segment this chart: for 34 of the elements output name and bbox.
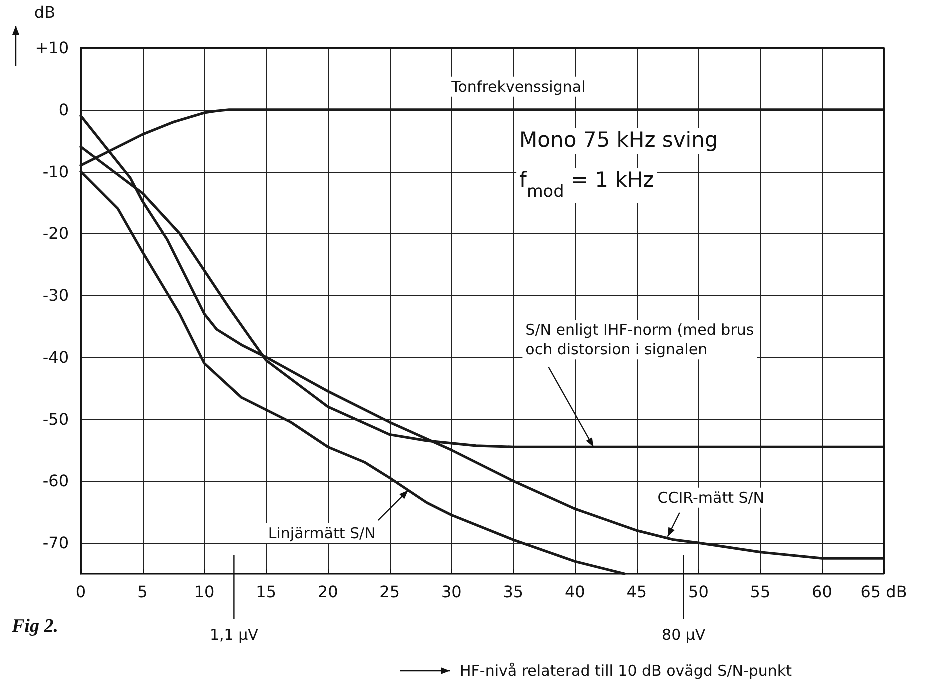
x-tick-label: 30	[441, 582, 462, 602]
y-axis-title: dB	[34, 3, 56, 22]
ref-line-label: 1,1 µV	[210, 626, 260, 644]
annotation: f$_{mod}$ = 1 kHz	[520, 168, 654, 202]
x-tick-label: 45	[626, 582, 648, 602]
y-tick-label: -20	[42, 224, 69, 244]
annotation: Linjärmätt S/N	[268, 524, 376, 542]
y-tick-label: -40	[42, 348, 69, 367]
caption: Fig 2.	[11, 616, 58, 637]
x-tick-label: 25	[380, 582, 400, 602]
annotation: S/N enligt IHF-norm (med brus och distorsion i signalen	[526, 321, 754, 359]
x-tick-label: 0	[76, 582, 86, 602]
y-tick-label: -70	[42, 534, 69, 553]
x-tick-label: 65 dB	[860, 582, 908, 602]
y-tick-label: -30	[42, 286, 69, 306]
annotation: CCIR-mätt S/N	[658, 488, 765, 507]
ref-line-label: 80 µV	[662, 626, 706, 644]
x-tick-label: 10	[194, 582, 215, 602]
x-axis-title: HF-nivå relaterad till 10 dB ovägd S/N-punkt	[460, 662, 792, 680]
x-tick-label: 40	[564, 582, 586, 602]
annotation: Tonfrekvenssignal	[450, 78, 586, 96]
x-tick-label: 60	[812, 582, 832, 602]
y-tick-label: -60	[42, 472, 69, 491]
y-tick-label: -10	[42, 162, 69, 182]
annotation: Mono 75 kHz sving	[520, 128, 718, 152]
y-tick-label: +10	[35, 38, 69, 58]
x-tick-label: 5	[138, 582, 148, 602]
y-tick-label: 0	[58, 100, 69, 120]
x-tick-label: 50	[688, 582, 709, 602]
x-tick-label: 20	[318, 582, 338, 602]
x-tick-label: 55	[750, 582, 771, 602]
x-tick-label: 15	[256, 582, 276, 602]
x-tick-label: 35	[503, 582, 524, 602]
y-tick-label: -50	[42, 410, 69, 429]
